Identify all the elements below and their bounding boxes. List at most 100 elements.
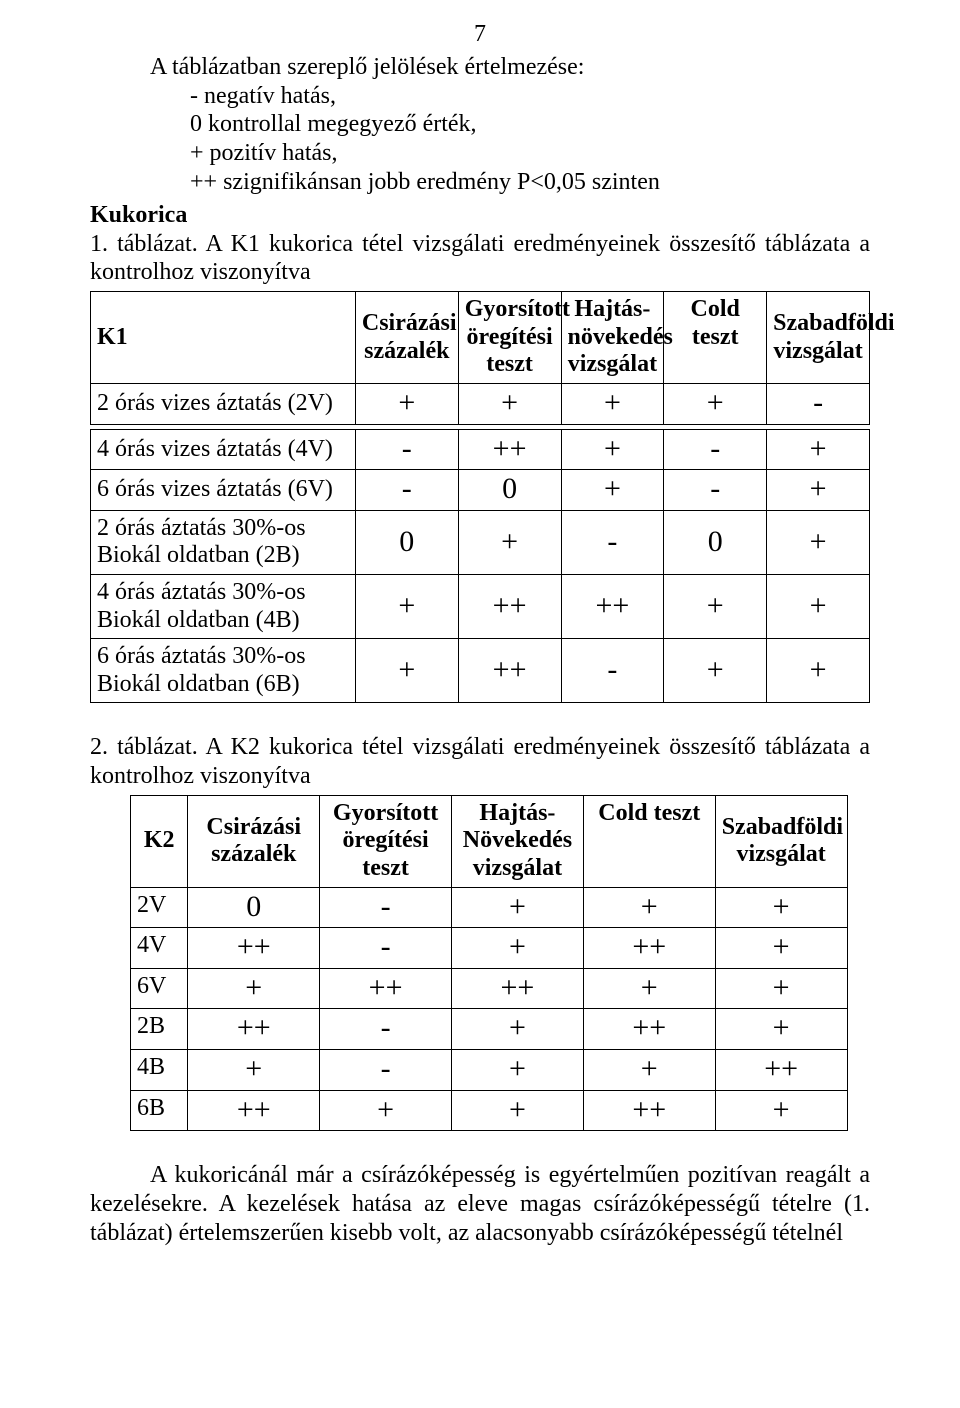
t2-h3: Hajtás-Növekedés vizsgálat <box>452 795 584 887</box>
t1-cell: + <box>767 470 870 511</box>
t1-cell: - <box>355 470 458 511</box>
bottom-paragraph: A kukoricánál már a csírázóképesség is e… <box>90 1161 870 1247</box>
t2-cell: ++ <box>583 928 715 969</box>
t2-h2: Gyorsított öregítési teszt <box>320 795 452 887</box>
t2-h0: K2 <box>131 795 188 887</box>
t1-row-label: 2 órás vizes áztatás (2V) <box>91 383 356 424</box>
t2-cell: - <box>320 887 452 928</box>
table-row: 2 órás áztatás 30%-os Biokál oldatban (2… <box>91 510 870 574</box>
table-row: 6 órás vizes áztatás (6V)-0+-+ <box>91 470 870 511</box>
t1-cell: + <box>355 639 458 703</box>
table-row: 6B+++++++ <box>131 1090 848 1131</box>
t2-cell: ++ <box>583 1090 715 1131</box>
intro-heading: A táblázatban szereplő jelölések értelme… <box>150 53 870 82</box>
t1-cell: + <box>767 510 870 574</box>
table-row: 2B++-++++ <box>131 1009 848 1050</box>
t1-cell: + <box>664 639 767 703</box>
t1-cell: + <box>458 510 561 574</box>
table-header-row: K1 Csirázási százalék Gyorsított öregíté… <box>91 292 870 384</box>
t1-cell: - <box>767 383 870 424</box>
t2-cell: + <box>583 1050 715 1091</box>
t2-cell: + <box>715 887 847 928</box>
intro-item: 0 kontrollal megegyező érték, <box>190 110 870 139</box>
t2-cell: 0 <box>188 887 320 928</box>
t2-cell: + <box>452 1009 584 1050</box>
t1-cell: ++ <box>561 574 664 638</box>
t1-caption: 1. táblázat. A K1 kukorica tétel vizsgál… <box>90 230 870 288</box>
t2-cell: ++ <box>188 1090 320 1131</box>
page-number: 7 <box>90 20 870 49</box>
t1-cell: + <box>561 383 664 424</box>
t1-cell: + <box>664 574 767 638</box>
t2-cell: + <box>583 968 715 1009</box>
t2-cell: ++ <box>452 968 584 1009</box>
table-k1: K1 Csirázási százalék Gyorsított öregíté… <box>90 291 870 703</box>
t2-cell: + <box>188 968 320 1009</box>
t1-cell: + <box>767 639 870 703</box>
intro-item: - negatív hatás, <box>190 82 870 111</box>
t1-row-label: 4 órás áztatás 30%-os Biokál oldatban (4… <box>91 574 356 638</box>
t1-h4: Cold teszt <box>664 292 767 384</box>
table-row: 6 órás áztatás 30%-os Biokál oldatban (6… <box>91 639 870 703</box>
t1-cell: + <box>355 383 458 424</box>
t2-row-label: 4B <box>131 1050 188 1091</box>
t2-caption: 2. táblázat. A K2 kukorica tétel vizsgál… <box>90 733 870 791</box>
t1-cell: - <box>561 510 664 574</box>
t2-cell: ++ <box>715 1050 847 1091</box>
t1-cell: ++ <box>458 639 561 703</box>
t2-row-label: 6V <box>131 968 188 1009</box>
t2-cell: - <box>320 1050 452 1091</box>
t1-h5: Szabadföldi vizsgálat <box>767 292 870 384</box>
t1-row-label: 4 órás vizes áztatás (4V) <box>91 429 356 470</box>
t1-cell: + <box>458 383 561 424</box>
t1-row-label: 2 órás áztatás 30%-os Biokál oldatban (2… <box>91 510 356 574</box>
t1-cell: + <box>561 429 664 470</box>
table-header-row: K2 Csirázási százalék Gyorsított öregíté… <box>131 795 848 887</box>
t2-cell: + <box>452 1050 584 1091</box>
t1-h1: Csirázási százalék <box>355 292 458 384</box>
t2-cell: + <box>715 1009 847 1050</box>
t2-h1: Csirázási százalék <box>188 795 320 887</box>
t1-h2: Gyorsított öregítési teszt <box>458 292 561 384</box>
t1-cell: ++ <box>458 429 561 470</box>
t1-cell: - <box>561 639 664 703</box>
t1-cell: + <box>355 574 458 638</box>
t2-cell: - <box>320 1009 452 1050</box>
page: 7 A táblázatban szereplő jelölések értel… <box>0 0 960 1408</box>
t2-cell: ++ <box>188 928 320 969</box>
t2-h5: Szabadföldi vizsgálat <box>715 795 847 887</box>
t1-cell: + <box>664 383 767 424</box>
t1-row-label: 6 órás vizes áztatás (6V) <box>91 470 356 511</box>
t1-h3: Hajtás-növekedés vizsgálat <box>561 292 664 384</box>
t1-cell: ++ <box>458 574 561 638</box>
table-row: 4 órás vizes áztatás (4V)-+++-+ <box>91 429 870 470</box>
t1-cell: + <box>767 574 870 638</box>
t2-cell: - <box>320 928 452 969</box>
t2-cell: ++ <box>320 968 452 1009</box>
t1-cell: - <box>355 429 458 470</box>
t2-cell: + <box>452 887 584 928</box>
kukorica-heading: Kukorica <box>90 201 870 230</box>
t2-row-label: 4V <box>131 928 188 969</box>
intro-item: ++ szignifikánsan jobb eredmény P<0,05 s… <box>190 168 870 197</box>
t1-cell: 0 <box>664 510 767 574</box>
t2-cell: + <box>320 1090 452 1131</box>
t2-row-label: 2B <box>131 1009 188 1050</box>
t1-cell: 0 <box>458 470 561 511</box>
t1-row-label: 6 órás áztatás 30%-os Biokál oldatban (6… <box>91 639 356 703</box>
t2-row-label: 2V <box>131 887 188 928</box>
t2-cell: + <box>715 968 847 1009</box>
table-row: 4 órás áztatás 30%-os Biokál oldatban (4… <box>91 574 870 638</box>
intro-items: - negatív hatás, 0 kontrollal megegyező … <box>190 82 870 197</box>
table-row: 2V0-+++ <box>131 887 848 928</box>
table-row: 4V++-++++ <box>131 928 848 969</box>
t2-cell: + <box>715 1090 847 1131</box>
t1-cell: + <box>561 470 664 511</box>
t2-cell: + <box>188 1050 320 1091</box>
t2-cell: + <box>452 928 584 969</box>
table-row: 2 órás vizes áztatás (2V)++++- <box>91 383 870 424</box>
t2-h4: Cold teszt <box>583 795 715 887</box>
t2-cell: ++ <box>583 1009 715 1050</box>
intro-block: A táblázatban szereplő jelölések értelme… <box>150 53 870 197</box>
table-row: 6V+++++++ <box>131 968 848 1009</box>
